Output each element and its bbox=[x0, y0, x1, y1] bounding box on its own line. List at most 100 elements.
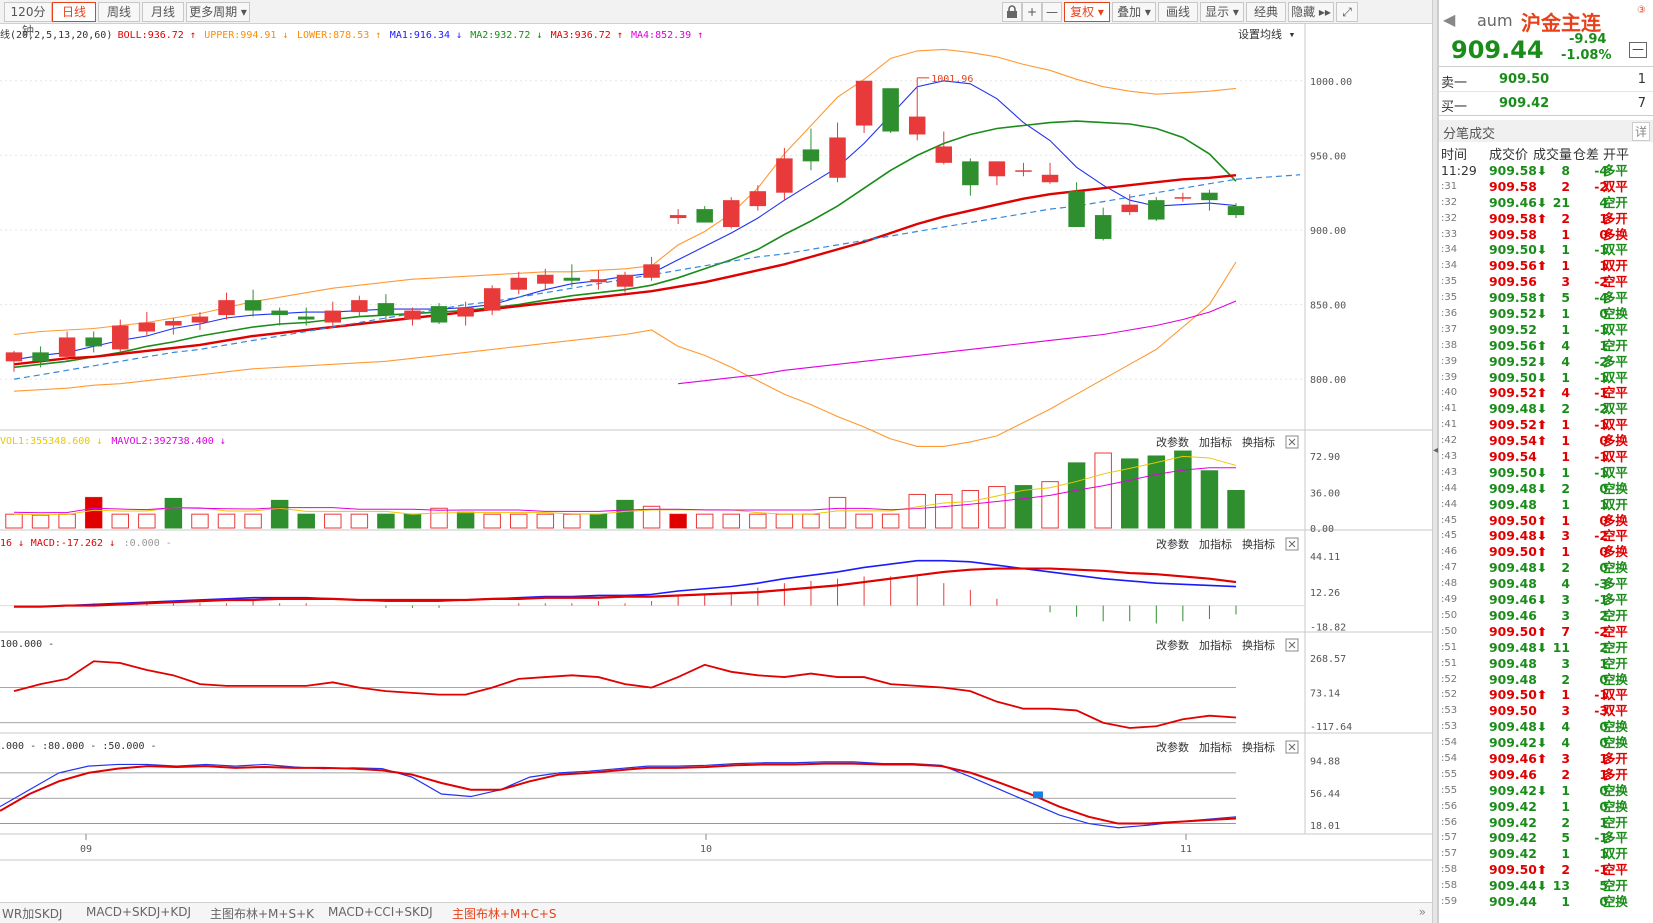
legend-item: MACD:-17.262 ↓ bbox=[31, 538, 115, 549]
trade-oi-diff: -2 bbox=[1594, 353, 1608, 369]
candle-body bbox=[271, 310, 288, 316]
more-periods-dropdown[interactable]: 更多周期 ▾ bbox=[186, 2, 250, 22]
trade-price: 909.42⬇ bbox=[1489, 782, 1548, 798]
macd-line-dea bbox=[14, 567, 1237, 608]
candle-body bbox=[1201, 192, 1218, 201]
display-button[interactable]: 显示 ▾ bbox=[1200, 2, 1244, 22]
scroll-right-icon[interactable]: » bbox=[1418, 905, 1426, 919]
trade-row: :47 909.48⬇ 2 0 空换 bbox=[1439, 560, 1653, 576]
trade-type: 多平 bbox=[1603, 353, 1628, 369]
panel-button-add[interactable]: 加指标 bbox=[1199, 435, 1232, 449]
collapse-arrow-icon[interactable]: ◂ bbox=[1433, 445, 1439, 456]
info-icon[interactable]: ③ bbox=[1637, 5, 1646, 16]
panel-button-add[interactable]: 加指标 bbox=[1199, 638, 1232, 652]
tab-wr-skdj[interactable]: WR加SKDJ bbox=[2, 907, 63, 921]
trade-row: :36 909.52⬇ 1 0 空换 bbox=[1439, 306, 1653, 322]
trade-oi-diff: -1 bbox=[1594, 687, 1608, 703]
trades-list[interactable]: 11:29 909.58⬇ 8 -4 多平:31 909.58 2 -2 双平:32 909.46… bbox=[1439, 163, 1653, 910]
ma-settings-button[interactable]: 设置均线 ▾ bbox=[1238, 27, 1295, 41]
period-120min[interactable]: 120分钟 bbox=[4, 2, 52, 38]
trade-price: 909.42 bbox=[1489, 846, 1537, 862]
panel-button-params[interactable]: 改参数 bbox=[1156, 740, 1189, 754]
panel-button-add[interactable]: 加指标 bbox=[1199, 537, 1232, 551]
trade-row: :53 909.50 3 -3 双平 bbox=[1439, 703, 1653, 719]
period-monthly[interactable]: 月线 bbox=[142, 2, 184, 22]
panel-button-params[interactable]: 改参数 bbox=[1156, 435, 1189, 449]
panel-splitter[interactable]: ◂ bbox=[1432, 0, 1438, 923]
volume-bar bbox=[270, 499, 289, 529]
trade-time: :54 bbox=[1441, 752, 1458, 764]
trade-type: 空平 bbox=[1603, 528, 1628, 544]
trade-oi-diff: 0 bbox=[1599, 480, 1608, 496]
candle-body bbox=[510, 277, 527, 290]
period-daily[interactable]: 日线 bbox=[52, 2, 96, 22]
fullscreen-icon[interactable]: ⤢ bbox=[1336, 2, 1358, 22]
trade-type: 多换 bbox=[1603, 226, 1628, 242]
panel-button-switch[interactable]: 换指标 bbox=[1242, 435, 1275, 449]
trade-time: :57 bbox=[1441, 832, 1458, 844]
trade-oi-diff: -2 bbox=[1594, 401, 1608, 417]
candle-body bbox=[749, 191, 767, 207]
tab-boll-m-c-s[interactable]: 主图布林+M+C+S bbox=[452, 907, 557, 921]
high-annotation: 1001.96 bbox=[931, 74, 973, 85]
trade-row: :41 909.48⬇ 2 -2 双平 bbox=[1439, 401, 1653, 417]
lock-icon[interactable] bbox=[1002, 2, 1022, 22]
trade-time: :52 bbox=[1441, 689, 1458, 701]
trade-volume: 4 bbox=[1561, 353, 1570, 369]
trade-time: :43 bbox=[1441, 451, 1458, 463]
trade-time: :57 bbox=[1441, 848, 1458, 860]
candle-body bbox=[1041, 174, 1059, 183]
trade-type: 空开 bbox=[1603, 814, 1628, 830]
trade-type: 空开 bbox=[1603, 655, 1628, 671]
trade-volume: 1 bbox=[1561, 782, 1570, 798]
legend-item: MA2:932.72 ↓ bbox=[470, 30, 542, 41]
trade-type: 双平 bbox=[1603, 242, 1628, 258]
volume-bar bbox=[881, 513, 900, 529]
tab-boll-m-s-k[interactable]: 主图布林+M+S+K bbox=[210, 907, 315, 921]
detail-button[interactable]: 详 bbox=[1631, 122, 1650, 141]
volume-bar bbox=[456, 511, 475, 529]
period-weekly[interactable]: 周线 bbox=[98, 2, 140, 22]
zoom-out-icon[interactable]: — bbox=[1042, 2, 1062, 22]
trade-type: 空换 bbox=[1603, 798, 1628, 814]
trade-oi-diff: 0 bbox=[1599, 893, 1608, 909]
trade-time: :51 bbox=[1441, 657, 1458, 669]
trade-row: :53 909.48⬇ 4 0 空换 bbox=[1439, 719, 1653, 735]
trade-volume: 1 bbox=[1561, 544, 1570, 560]
kline-chart[interactable]: 1000.00 950.00 900.00 850.00 800.00 1001.96 72… bbox=[0, 24, 1432, 902]
trade-row: :43 909.50⬇ 1 -1 双平 bbox=[1439, 465, 1653, 481]
draw-line-button[interactable]: 画线 bbox=[1158, 2, 1198, 22]
trade-row: :50 909.46 3 2 空开 bbox=[1439, 608, 1653, 624]
trade-price: 909.42 bbox=[1489, 830, 1537, 846]
legend-item: BOLL:936.72 ↑ bbox=[118, 30, 196, 41]
panel-button-switch[interactable]: 换指标 bbox=[1242, 537, 1275, 551]
candle-body bbox=[935, 146, 953, 163]
panel-button-switch[interactable]: 换指标 bbox=[1242, 638, 1275, 652]
minimize-icon[interactable]: — bbox=[1629, 42, 1647, 58]
trade-volume: 2 bbox=[1561, 560, 1570, 576]
trade-volume: 1 bbox=[1561, 258, 1570, 274]
trade-oi-diff: -1 bbox=[1594, 464, 1608, 480]
series-line-lower bbox=[13, 261, 1237, 447]
adjust-button[interactable]: 复权 ▾ bbox=[1064, 2, 1110, 22]
panel-button-params[interactable]: 改参数 bbox=[1156, 638, 1189, 652]
overlay-button[interactable]: 叠加 ▾ bbox=[1112, 2, 1156, 22]
vol-ma-line bbox=[13, 455, 1237, 516]
zoom-in-icon[interactable]: + bbox=[1022, 2, 1042, 22]
panel-button-params[interactable]: 改参数 bbox=[1156, 537, 1189, 551]
trade-volume: 2 bbox=[1561, 178, 1570, 194]
volume-bar bbox=[1200, 470, 1219, 529]
tab-macd-cci-skdj[interactable]: MACD+CCI+SKDJ bbox=[328, 905, 433, 919]
panel-button-add[interactable]: 加指标 bbox=[1199, 740, 1232, 754]
panel-button-switch[interactable]: 换指标 bbox=[1242, 740, 1275, 754]
volume-bar bbox=[1014, 485, 1033, 529]
chart-area[interactable]: 1000.00 950.00 900.00 850.00 800.00 1001.96 72… bbox=[0, 24, 1432, 904]
hide-button[interactable]: 隐藏 ▸▸ bbox=[1288, 2, 1334, 22]
trade-time: :59 bbox=[1441, 895, 1458, 907]
trade-type: 多平 bbox=[1603, 592, 1628, 608]
trade-time: :45 bbox=[1441, 514, 1458, 526]
tab-macd-skdj-kdj[interactable]: MACD+SKDJ+KDJ bbox=[86, 905, 191, 919]
trade-price: 909.50⬆ bbox=[1489, 623, 1548, 639]
classic-button[interactable]: 经典 bbox=[1246, 2, 1286, 22]
back-arrow-icon[interactable]: ◀ bbox=[1443, 10, 1456, 29]
